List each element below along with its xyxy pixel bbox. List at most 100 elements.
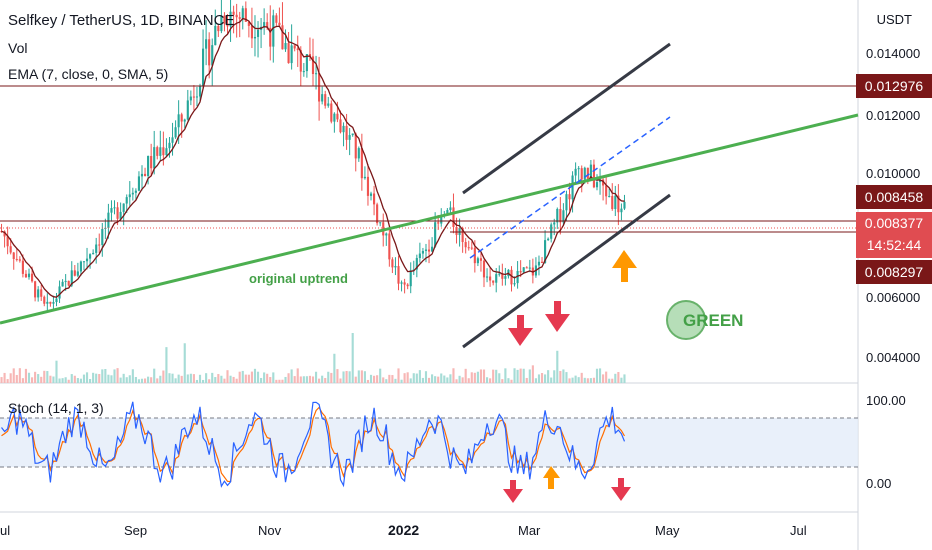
candle-body bbox=[205, 39, 208, 49]
volume-bar bbox=[76, 378, 79, 383]
candle-body bbox=[110, 208, 113, 213]
candle-body bbox=[159, 147, 162, 156]
candle-body bbox=[336, 113, 339, 120]
candle-body bbox=[522, 267, 525, 273]
volume-bar bbox=[64, 377, 67, 383]
candle-body bbox=[458, 228, 461, 235]
volume-bar bbox=[602, 374, 605, 383]
volume-bar bbox=[605, 371, 608, 383]
volume-bar bbox=[308, 375, 312, 383]
time-tick: Mar bbox=[518, 523, 541, 538]
volume-bar bbox=[531, 365, 534, 383]
volume-bar bbox=[318, 378, 321, 383]
candle-body bbox=[565, 194, 568, 211]
volume-bar bbox=[113, 369, 116, 383]
candle-body bbox=[360, 148, 363, 179]
volume-bar bbox=[9, 373, 12, 383]
volume-bar bbox=[101, 369, 104, 383]
volume-bar bbox=[198, 374, 202, 383]
candle-body bbox=[162, 147, 165, 156]
candle-body bbox=[244, 8, 247, 22]
volume-bar bbox=[165, 347, 168, 383]
candle-body bbox=[614, 195, 617, 210]
candle-body bbox=[311, 56, 315, 74]
candle-body bbox=[107, 212, 110, 228]
candle-body bbox=[70, 270, 73, 286]
stoch-band bbox=[0, 418, 858, 467]
candle-body bbox=[388, 233, 391, 260]
volume-bar bbox=[324, 377, 327, 383]
candle-body bbox=[241, 8, 244, 19]
candle-body bbox=[580, 168, 583, 180]
volume-bar bbox=[504, 368, 507, 383]
volume-bar bbox=[568, 378, 571, 383]
candle-body bbox=[165, 148, 168, 156]
volume-bar bbox=[452, 368, 455, 383]
candle-body bbox=[455, 227, 458, 235]
candle-body bbox=[64, 280, 67, 282]
volume-bar bbox=[290, 369, 293, 383]
candle-body bbox=[27, 273, 31, 278]
ema-legend[interactable]: EMA (7, close, 0, SMA, 5) bbox=[8, 66, 169, 82]
candle-body bbox=[192, 96, 195, 98]
candle-body bbox=[198, 85, 202, 97]
volume-bar bbox=[403, 373, 406, 383]
time-tick: 2022 bbox=[388, 522, 419, 538]
volume-bar bbox=[544, 374, 547, 383]
volume-bar bbox=[357, 370, 360, 383]
channel-midline bbox=[469, 116, 671, 259]
volume-bar bbox=[311, 376, 315, 383]
volume-bar bbox=[476, 371, 479, 383]
volume-bar bbox=[586, 378, 589, 383]
candle-body bbox=[431, 246, 434, 252]
volume-bar bbox=[461, 377, 464, 383]
volume-bar bbox=[43, 370, 46, 383]
volume-bar bbox=[424, 371, 428, 383]
candle-body bbox=[73, 270, 76, 276]
candle-body bbox=[290, 45, 293, 64]
candle-body bbox=[284, 43, 287, 50]
high-price-tag: 0.012976 bbox=[856, 74, 932, 98]
volume-bar bbox=[58, 378, 61, 383]
volume-bar bbox=[70, 374, 73, 383]
volume-bar bbox=[49, 375, 52, 383]
candle-body bbox=[180, 114, 183, 122]
candle-body bbox=[214, 25, 217, 46]
volume-bar bbox=[296, 368, 299, 383]
candle-body bbox=[391, 259, 394, 268]
candle-body bbox=[348, 135, 351, 140]
candle-body bbox=[574, 168, 577, 176]
candle-body bbox=[437, 222, 440, 224]
candle-body bbox=[143, 173, 147, 177]
candle-body bbox=[201, 48, 205, 86]
volume-bar bbox=[495, 369, 498, 383]
volume-bar bbox=[79, 378, 82, 383]
candle-body bbox=[427, 249, 431, 252]
volume-bar bbox=[266, 373, 269, 383]
chart-title[interactable]: Selfkey / TetherUS, 1D, BINANCE bbox=[8, 12, 235, 29]
volume-legend[interactable]: Vol bbox=[8, 40, 28, 56]
candle-body bbox=[79, 261, 82, 272]
stoch-legend[interactable]: Stoch (14, 1, 3) bbox=[8, 400, 104, 416]
candle-body bbox=[9, 246, 12, 253]
volume-bar bbox=[382, 377, 385, 383]
candle-body bbox=[333, 113, 336, 122]
candle-body bbox=[211, 45, 214, 66]
candle-body bbox=[351, 133, 354, 136]
candle-body bbox=[586, 167, 589, 179]
volume-bar bbox=[437, 376, 440, 383]
volume-bar bbox=[208, 379, 211, 383]
volume-bar bbox=[195, 379, 199, 383]
volume-bar bbox=[314, 371, 318, 383]
volume-bar bbox=[168, 373, 171, 383]
countdown-timer: 14:52:44 bbox=[866, 237, 922, 253]
volume-bar bbox=[21, 378, 24, 383]
candle-body bbox=[492, 280, 495, 283]
volume-bar bbox=[147, 376, 150, 383]
candle-body bbox=[208, 39, 211, 66]
volume-bar bbox=[434, 376, 437, 383]
volume-bar bbox=[6, 379, 9, 383]
volume-bar bbox=[479, 369, 483, 383]
volume-bar bbox=[421, 377, 425, 383]
